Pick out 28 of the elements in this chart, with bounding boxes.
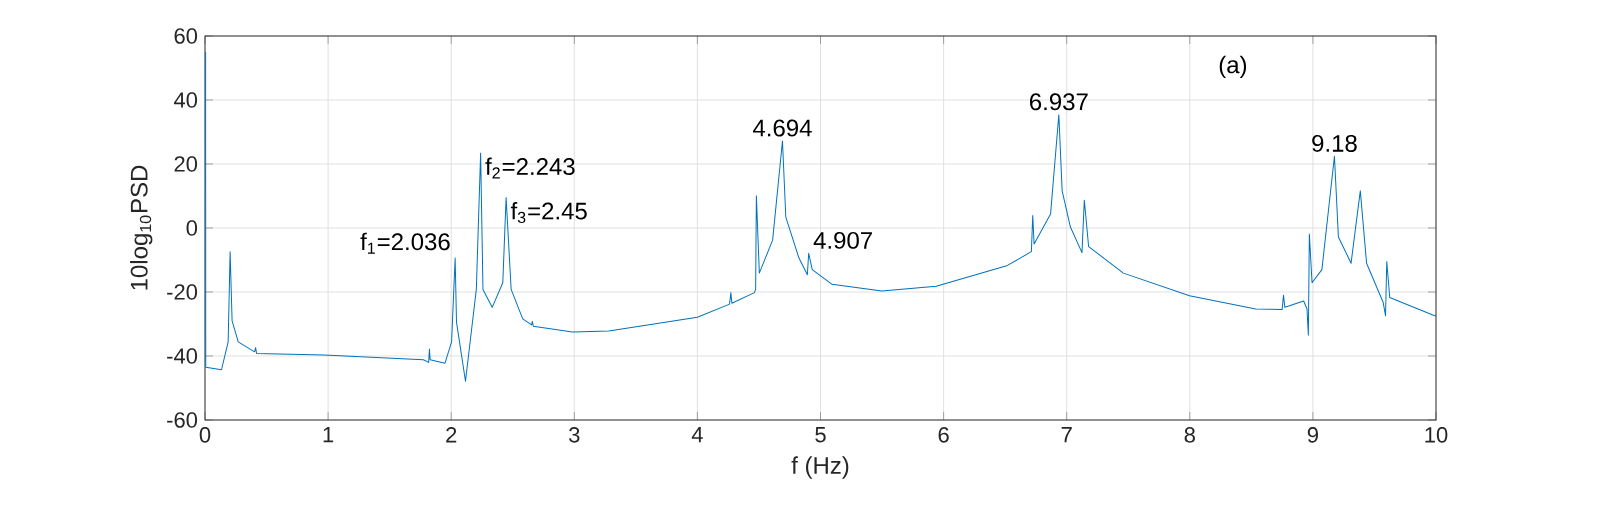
x-tick-label: 7 xyxy=(1061,427,1072,443)
y-tick-label: 20 xyxy=(174,156,198,172)
x-tick-label: 9 xyxy=(1307,427,1318,443)
annotation: f$_{1}$=2.036 xyxy=(360,232,450,254)
x-tick-label: 2 xyxy=(446,427,457,443)
annotation: f$_{3}$=2.45 xyxy=(510,201,587,224)
x-tick-label: 6 xyxy=(938,427,949,443)
annotation: 4.694 xyxy=(753,119,812,137)
y-tick-label: -20 xyxy=(167,284,198,300)
y-tick-label: 0 xyxy=(186,220,198,236)
annotation: 6.937 xyxy=(1030,93,1088,111)
annotation: 4.907 xyxy=(813,231,872,249)
y-tick-label: -40 xyxy=(167,348,198,364)
x-tick-label: 10 xyxy=(1425,427,1448,443)
x-tick-label: 3 xyxy=(569,427,580,443)
y-tick-label: -60 xyxy=(167,412,198,428)
annotation: f$_{2}$=2.243 xyxy=(485,157,575,179)
y-tick-label: 60 xyxy=(174,28,198,44)
annotation: 9.18 xyxy=(1312,134,1357,152)
y-tick-label: 40 xyxy=(173,92,198,108)
x-tick-label: 4 xyxy=(691,427,703,443)
x-axis-title: f (Hz) xyxy=(791,456,849,479)
y-axis-title: 10log$_{10}$PSD xyxy=(130,165,153,290)
x-tick-label: 5 xyxy=(815,427,826,443)
x-tick-label: 8 xyxy=(1184,427,1195,443)
annotation: (a) xyxy=(1219,55,1247,79)
x-tick-label: 0 xyxy=(199,427,211,443)
x-tick-label: 1 xyxy=(323,427,334,443)
